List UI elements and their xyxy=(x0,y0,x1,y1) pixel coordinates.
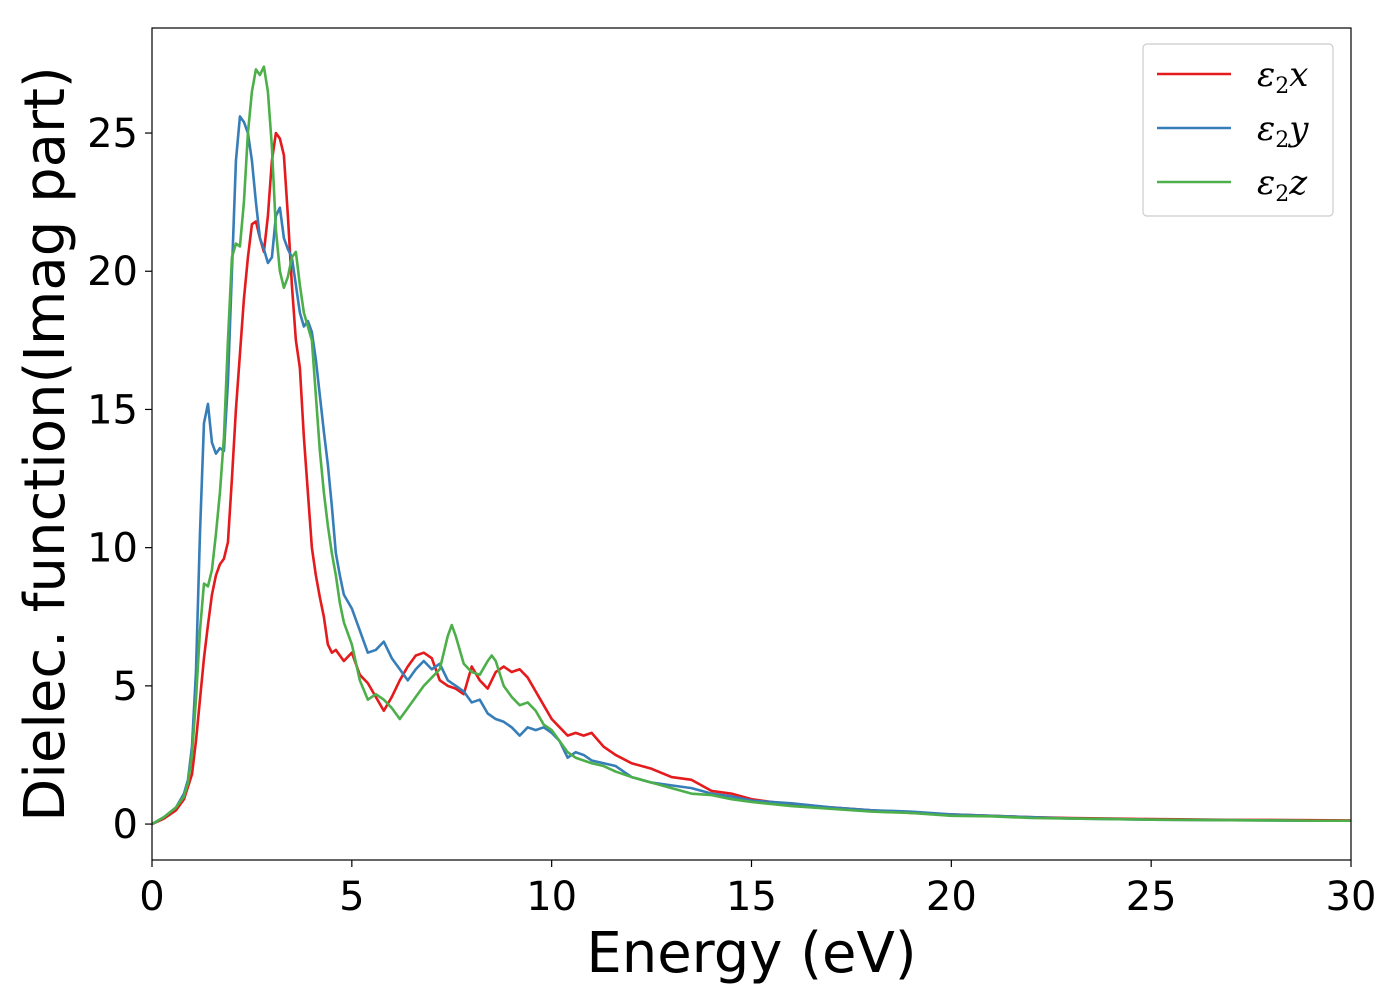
y-axis-label: Dielec. function(Imag part) xyxy=(13,66,78,822)
series-line-z xyxy=(152,65,1351,826)
y-tick-label: 20 xyxy=(87,249,138,295)
series-line-x xyxy=(152,131,1351,826)
x-axis-label: Energy (eV) xyxy=(586,921,916,986)
y-tick-label: 0 xyxy=(113,802,138,848)
y-tick-label: 10 xyxy=(87,526,138,572)
series-line-y xyxy=(152,115,1351,826)
legend-entry-z: ε2z xyxy=(1257,163,1308,207)
x-tick-label: 20 xyxy=(926,874,977,920)
x-tick-label: 30 xyxy=(1326,874,1377,920)
legend: ε2x ε2y ε2z xyxy=(1142,43,1334,217)
x-tick-label: 10 xyxy=(526,874,577,920)
y-axis-ticks: 0 5 10 15 20 25 xyxy=(87,111,152,848)
legend-entry-x: ε2x xyxy=(1257,55,1308,99)
y-tick-label: 25 xyxy=(87,111,138,157)
y-tick-label: 5 xyxy=(113,664,138,710)
x-tick-label: 5 xyxy=(339,874,364,920)
legend-box xyxy=(1142,43,1334,217)
y-tick-label: 15 xyxy=(87,387,138,433)
plot-frame xyxy=(151,27,1352,861)
x-tick-label: 0 xyxy=(139,874,164,920)
x-tick-label: 25 xyxy=(1126,874,1177,920)
legend-entry-y: ε2y xyxy=(1257,109,1309,153)
x-tick-label: 15 xyxy=(726,874,777,920)
x-axis-ticks: 0 5 10 15 20 25 30 xyxy=(139,860,1376,920)
plot-lines xyxy=(152,65,1351,826)
